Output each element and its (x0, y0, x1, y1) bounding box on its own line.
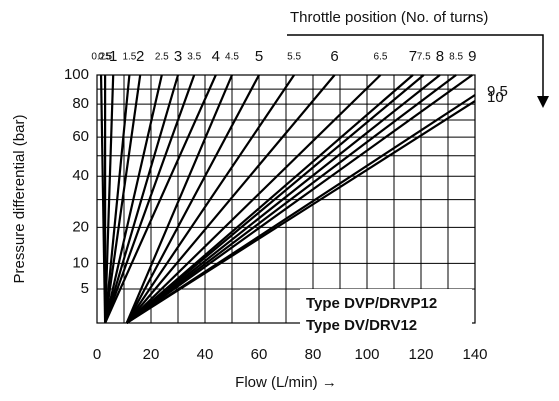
throttle-line (125, 74, 336, 324)
throttle-line (125, 74, 425, 324)
series-label: 3.5 (187, 52, 201, 63)
x-tick-label: 0 (93, 346, 101, 363)
series-label: 6.5 (374, 52, 388, 63)
throttle-line (104, 74, 217, 324)
y-tick-label: 20 (72, 218, 89, 235)
annotation: Type DVP/DRVP12 (306, 295, 437, 312)
throttle-line (104, 74, 115, 324)
series-label: 7.5 (417, 52, 431, 63)
throttle-line (125, 74, 296, 324)
throttle-line (104, 74, 180, 324)
throttle-line (126, 100, 476, 324)
x-tick-label: 100 (354, 346, 379, 363)
throttle-line (126, 74, 457, 324)
x-tick-label: 40 (197, 346, 214, 363)
series-label: 5 (255, 48, 263, 65)
throttle-line (125, 74, 260, 324)
x-tick-label: 60 (251, 346, 268, 363)
series-label: 4 (212, 48, 220, 65)
series-label: 5.5 (287, 52, 301, 63)
x-tick-label: 120 (408, 346, 433, 363)
throttle-line (126, 74, 473, 324)
x-tick-label: 140 (462, 346, 487, 363)
series-label: 10 (487, 89, 504, 106)
x-tick-label: 20 (143, 346, 160, 363)
series-label: 1 (109, 48, 117, 65)
y-tick-label: 5 (81, 280, 89, 297)
arrow-head (537, 96, 549, 108)
throttle-line (104, 74, 131, 324)
chart-title: Throttle position (No. of turns) (290, 9, 488, 26)
y-axis-label: Pressure differential (bar) (11, 115, 28, 284)
series-label: 9 (468, 48, 476, 65)
series-label: 0.5 (98, 52, 112, 63)
series-label: 2 (136, 48, 144, 65)
annotation: Type DV/DRV12 (306, 317, 417, 334)
throttle-arrow (287, 34, 544, 100)
throttle-line (125, 74, 234, 324)
series-label: 4.5 (225, 52, 239, 63)
y-tick-label: 80 (72, 95, 89, 112)
y-tick-label: 40 (72, 167, 89, 184)
series-label: 2.5 (155, 52, 169, 63)
throttle-line (104, 74, 163, 324)
throttle-line (125, 74, 414, 324)
x-tick-label: 80 (305, 346, 322, 363)
plot-frame (96, 74, 476, 324)
annotation-box (300, 289, 472, 341)
series-label: 8.5 (449, 52, 463, 63)
x-axis-label: Flow (L/min) → (235, 374, 337, 391)
series-label: 8 (436, 48, 444, 65)
y-tick-label: 10 (72, 254, 89, 271)
throttle-line (104, 74, 196, 324)
series-label: 6 (330, 48, 338, 65)
series-label: 9.5 (487, 83, 508, 100)
series-label: 3 (174, 48, 182, 65)
throttle-line (125, 74, 382, 324)
throttle-line (104, 74, 142, 324)
y-tick-label: 100 (64, 66, 89, 83)
series-label: 7 (409, 48, 417, 65)
series-label: 1.5 (122, 52, 136, 63)
series-label: 0.25 (91, 52, 111, 63)
throttle-line (126, 74, 441, 324)
y-tick-label: 60 (72, 128, 89, 145)
